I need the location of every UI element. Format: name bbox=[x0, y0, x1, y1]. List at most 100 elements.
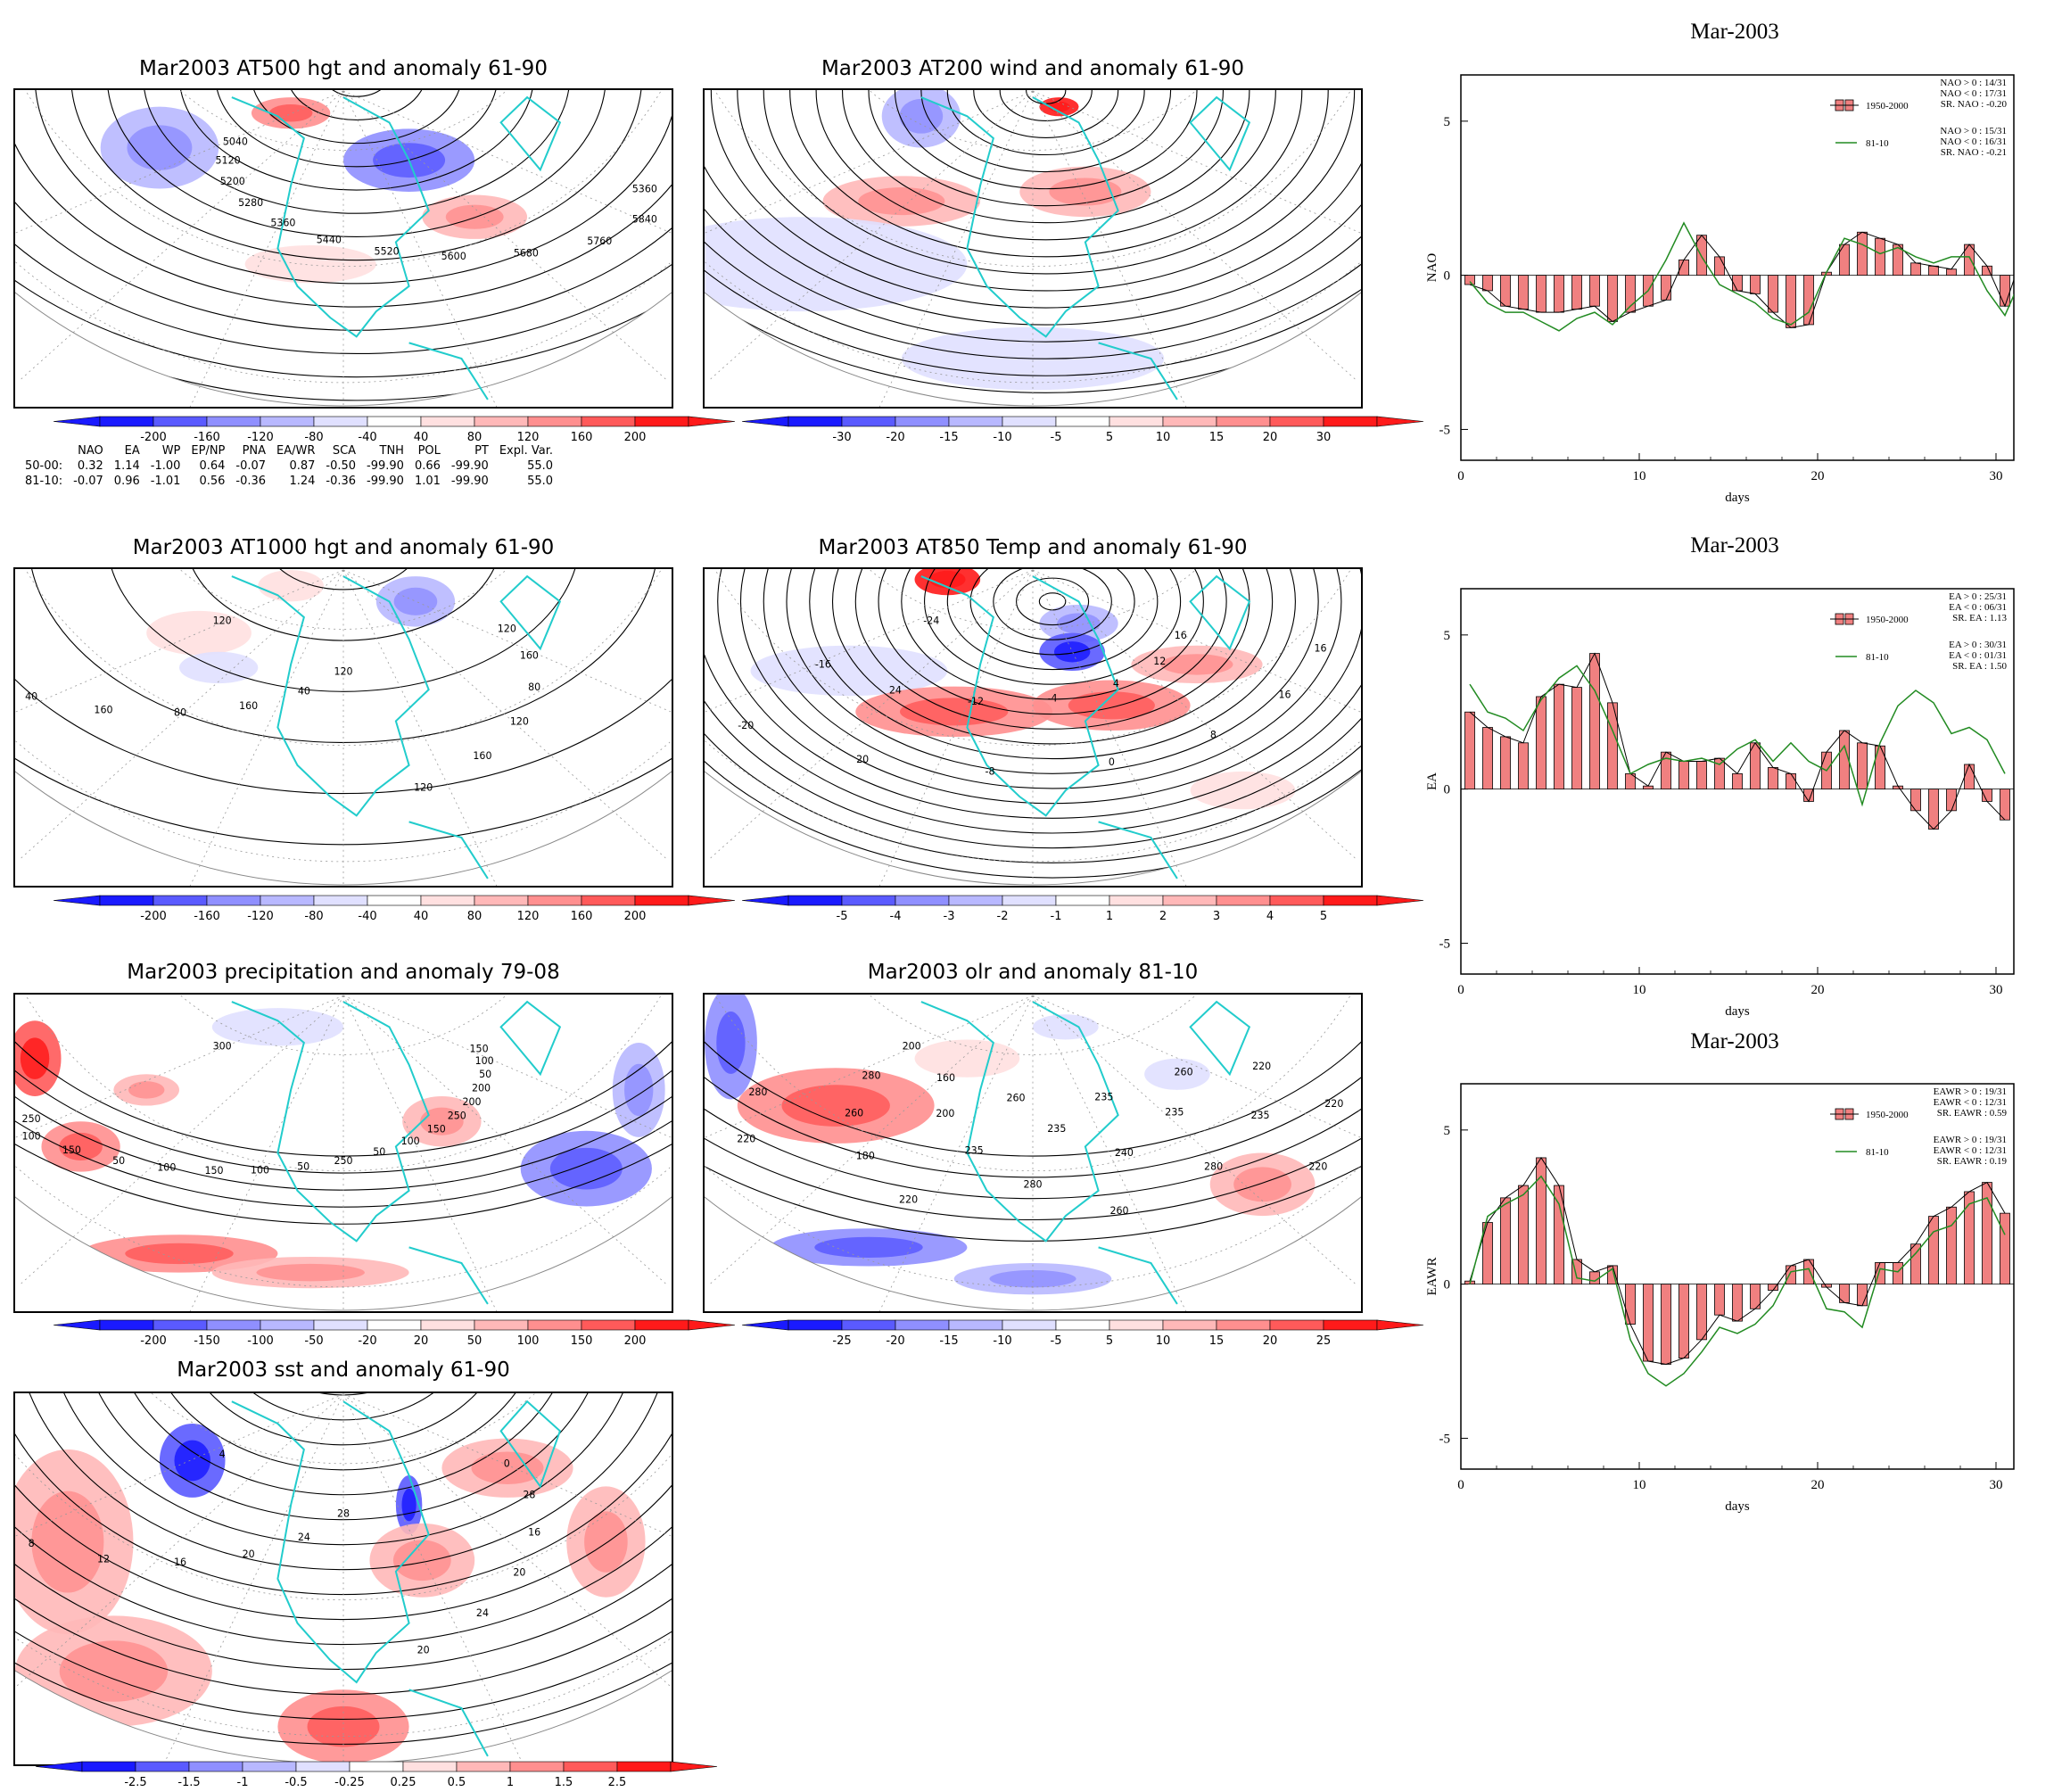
colorbar-tick-label: 30 bbox=[1316, 431, 1332, 444]
contour-line bbox=[999, 90, 1093, 121]
contour-line bbox=[251, 90, 463, 145]
bar-1950-2000 bbox=[1928, 1216, 1939, 1285]
coastline-north-america bbox=[920, 575, 1119, 817]
colorbar-swatch bbox=[81, 1761, 136, 1772]
x-tick-label: 20 bbox=[1811, 469, 1825, 483]
colorbar-tick-label: -10 bbox=[993, 431, 1011, 444]
contour-label: 235 bbox=[1047, 1123, 1066, 1135]
contour-label: 28 bbox=[337, 1508, 350, 1520]
colorbar-arrow-max bbox=[1376, 416, 1424, 427]
colorbar-tick-label: -2 bbox=[997, 910, 1009, 923]
colorbar-swatch bbox=[581, 1319, 636, 1331]
anomaly-core bbox=[445, 204, 504, 229]
anomaly-core bbox=[1068, 691, 1155, 720]
colorbar-swatch bbox=[948, 416, 1003, 427]
contour-label: 28 bbox=[523, 1490, 535, 1501]
map-title-1000hgt: Mar2003 AT1000 hgt and anomaly 61-90 bbox=[132, 536, 555, 559]
colorbar-swatch bbox=[527, 416, 582, 427]
map-200wind bbox=[703, 88, 1363, 409]
colorbar-swatch bbox=[1002, 416, 1057, 427]
bar-1950-2000 bbox=[1696, 1284, 1707, 1341]
contour-line bbox=[705, 995, 1361, 1242]
contour-line bbox=[15, 1393, 672, 1720]
bar-1950-2000 bbox=[1482, 727, 1493, 790]
contour-line bbox=[993, 569, 1112, 640]
contour-line bbox=[286, 90, 426, 120]
colorbar-swatch bbox=[474, 895, 529, 906]
line-81-10 bbox=[1469, 221, 2014, 332]
contour-label: 280 bbox=[748, 1086, 767, 1098]
legend-line-name: 81-10 bbox=[1866, 138, 1889, 149]
contour-line bbox=[815, 90, 1276, 241]
contour-line bbox=[705, 995, 1361, 1221]
colorbar-swatch bbox=[1055, 895, 1110, 906]
contour-label: 80 bbox=[528, 681, 540, 693]
graticule-circle bbox=[713, 90, 1352, 267]
anomaly-core bbox=[256, 1263, 365, 1282]
contour-line bbox=[1016, 577, 1090, 626]
graticule-circle bbox=[713, 569, 1352, 746]
colorbar-swatch bbox=[563, 1761, 618, 1772]
colorbar-tick-label: -20 bbox=[886, 431, 904, 444]
colorbar-tick-label: 2.5 bbox=[608, 1776, 627, 1789]
contour-line bbox=[831, 569, 1274, 745]
y-tick-label: 5 bbox=[1444, 629, 1451, 643]
contour-label: 250 bbox=[22, 1113, 41, 1125]
colorbar-tick-label: -80 bbox=[304, 910, 323, 923]
colorbar-swatch bbox=[948, 1319, 1003, 1331]
colorbar-swatch bbox=[153, 895, 208, 906]
bar-1950-2000 bbox=[1678, 761, 1689, 790]
bar-1950-2000 bbox=[1857, 742, 1868, 790]
contour-line bbox=[323, 90, 391, 97]
bar-1950-2000 bbox=[1839, 730, 1850, 790]
bar-1950-2000 bbox=[1946, 789, 1957, 812]
contour-label: 16 bbox=[528, 1526, 540, 1538]
contour-label: 160 bbox=[936, 1072, 955, 1084]
contour-label: 120 bbox=[334, 665, 352, 677]
legend-bar-name: 1950-2000 bbox=[1866, 615, 1909, 625]
colorbar-swatch bbox=[153, 1319, 208, 1331]
colorbar-tick-label: 80 bbox=[467, 910, 483, 923]
graticule-meridian bbox=[705, 995, 1034, 1138]
coastline-south-america bbox=[1098, 1246, 1178, 1305]
graticule-meridian bbox=[1032, 569, 1357, 860]
bar-1950-2000 bbox=[1910, 262, 1921, 277]
x-tick-label: 30 bbox=[1990, 469, 2003, 483]
colorbar-swatch bbox=[474, 416, 529, 427]
anomaly-core bbox=[31, 1491, 104, 1593]
colorbar-tick-label: -30 bbox=[832, 431, 851, 444]
contour-label: 12 bbox=[97, 1553, 110, 1565]
colorbar-swatch bbox=[295, 1761, 351, 1772]
graticule-meridian bbox=[878, 90, 1034, 407]
colorbar-tick-label: 160 bbox=[571, 431, 593, 444]
map-title-500hgt: Mar2003 AT500 hgt and anomaly 61-90 bbox=[139, 57, 548, 80]
graticule-circle bbox=[24, 569, 663, 746]
coastline-greenland bbox=[1189, 1000, 1251, 1077]
contour-line bbox=[705, 90, 1361, 393]
colorbar-tick-label: -20 bbox=[886, 1334, 904, 1348]
chart-eawr: 5 0 -5 0 10 20 30 days EAWR 1950-2000 EAWR > 0 : 1… bbox=[1425, 1083, 2033, 1539]
coastline-north-america bbox=[231, 96, 430, 338]
anomaly-shading bbox=[914, 1039, 1020, 1078]
contour-line bbox=[705, 90, 1361, 343]
contour-line bbox=[15, 1393, 672, 1621]
bar-1950-2000 bbox=[1750, 742, 1761, 790]
contour-label: 250 bbox=[448, 1111, 466, 1122]
colorbar-swatch bbox=[99, 1319, 154, 1331]
contour-label: 100 bbox=[157, 1161, 176, 1173]
bar-1950-2000 bbox=[1964, 1191, 1975, 1285]
bar-1950-2000 bbox=[1732, 1284, 1743, 1322]
chart-ea: 5 0 -5 0 10 20 30 days EA 1950-2000 EA > 0 : 25/31… bbox=[1425, 588, 2033, 1044]
contour-line bbox=[112, 1393, 574, 1496]
contour-line bbox=[901, 569, 1204, 700]
colorbar-swatch bbox=[260, 1319, 315, 1331]
colorbar-arrow-max bbox=[670, 1761, 718, 1772]
graticule-meridian bbox=[342, 90, 668, 381]
graticule-meridian bbox=[189, 569, 344, 886]
contour-label: 120 bbox=[213, 615, 232, 627]
colorbar-tick-label: -10 bbox=[993, 1334, 1011, 1348]
contour-line bbox=[705, 569, 1361, 863]
colorbar-swatch bbox=[153, 416, 208, 427]
contour-label: 5760 bbox=[587, 235, 612, 247]
bar-1950-2000 bbox=[1518, 742, 1529, 790]
